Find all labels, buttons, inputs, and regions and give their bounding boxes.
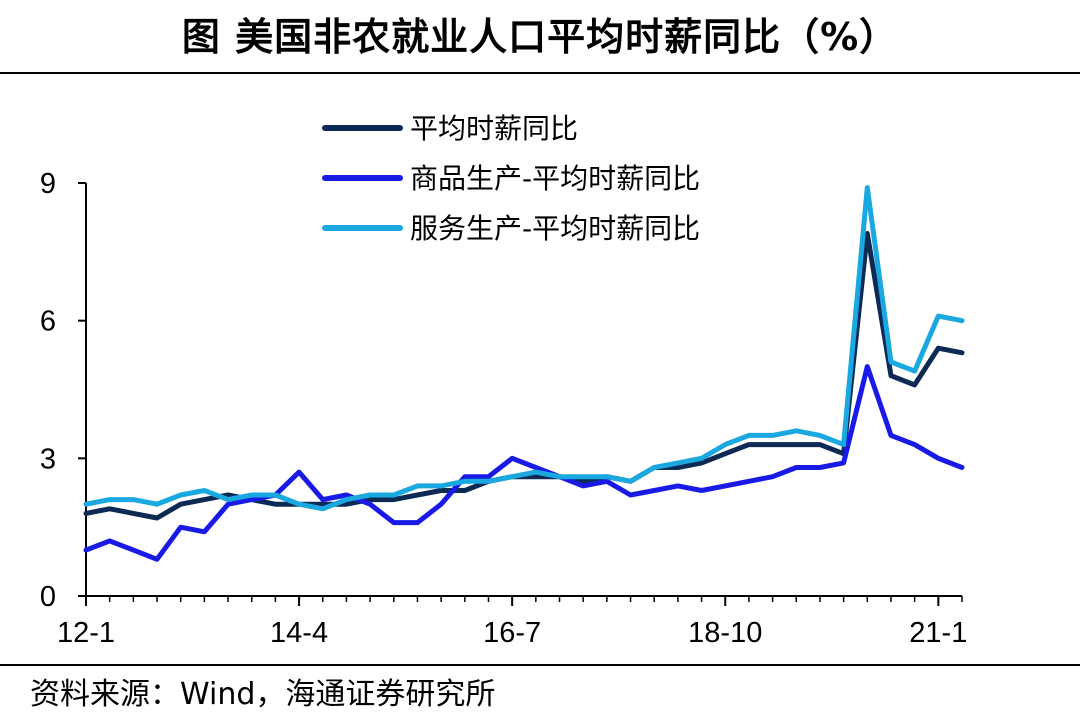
series-lines xyxy=(83,185,965,562)
y-tick-label: 6 xyxy=(40,306,56,338)
x-tick-label: 16-7 xyxy=(483,617,541,649)
chart-title: 图 美国非农就业人口平均时薪同比（%） xyxy=(181,15,899,59)
legend-item-goods-label: 商品生产-平均时薪同比 xyxy=(410,162,700,195)
title-divider xyxy=(0,72,1080,74)
axis-ticks: 0 3 6 9 12-1 14-4 16-7 18-10 21-1 xyxy=(40,168,967,649)
source-note: 资料来源：Wind，海通证券研究所 xyxy=(30,677,496,712)
y-tick-label: 0 xyxy=(40,581,56,613)
chart-axes xyxy=(85,183,962,597)
line-chart: 0 3 6 9 12-1 14-4 16-7 18-10 21-1 平均时薪同比商品生产-平均时… xyxy=(40,112,967,649)
legend-item-overall-label: 平均时薪同比 xyxy=(410,112,578,145)
x-tick-label: 21-1 xyxy=(909,617,967,649)
series-line-services xyxy=(83,185,965,512)
legend-item-services-label: 服务生产-平均时薪同比 xyxy=(410,212,700,245)
y-tick-label: 9 xyxy=(40,168,56,200)
x-tick-label: 14-4 xyxy=(270,617,328,649)
series-line-goods xyxy=(83,364,965,562)
x-tick-label: 18-10 xyxy=(688,617,762,649)
y-tick-label: 3 xyxy=(40,443,56,475)
source-divider xyxy=(0,664,1080,666)
x-tick-label: 12-1 xyxy=(57,617,115,649)
